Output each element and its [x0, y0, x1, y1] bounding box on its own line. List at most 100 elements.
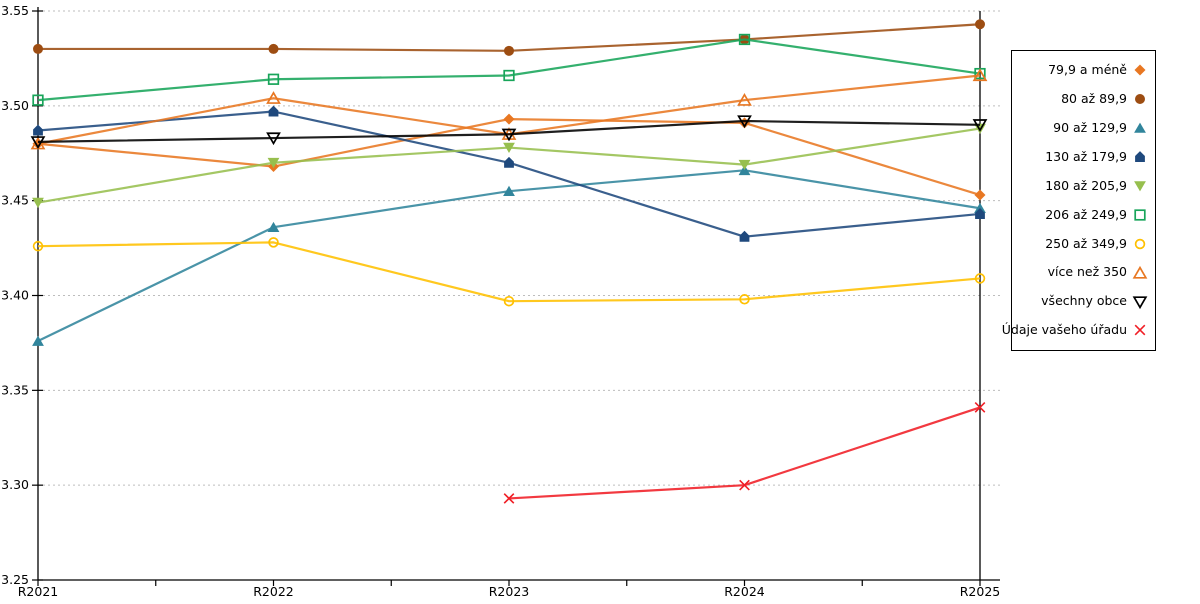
legend-marker-icon: [1132, 294, 1148, 310]
legend-item-label: 180 až 205,9: [1045, 177, 1127, 193]
pentagon-marker-icon: [1135, 151, 1145, 163]
y-tick-label: 3.35: [1, 382, 29, 397]
legend-item: všechny obce: [1012, 294, 1155, 310]
legend-item-label: 80 až 89,9: [1061, 91, 1127, 107]
triangle-down-marker-icon: [1134, 181, 1146, 192]
legend-item-label: 206 až 249,9: [1045, 206, 1127, 222]
legend-item-label: 130 až 179,9: [1045, 148, 1127, 164]
data-point: [737, 115, 752, 129]
data-point: [972, 68, 988, 82]
legend-marker-icon: [1132, 322, 1148, 338]
data-point: [503, 69, 515, 82]
data-point: [738, 33, 751, 46]
data-point: [972, 119, 988, 132]
x-tick-label: R2025: [960, 584, 1001, 599]
data-point: [503, 113, 515, 125]
y-tick-label: 3.40: [1, 288, 29, 303]
data-point: [267, 73, 280, 85]
data-point: [503, 185, 515, 196]
series-10: [503, 402, 986, 504]
triangle-up-marker-icon: [1134, 122, 1146, 134]
legend-item: 250 až 349,9: [1012, 236, 1155, 252]
y-tick-label: 3.30: [1, 477, 29, 492]
data-point: [268, 43, 279, 54]
data-point: [974, 189, 986, 201]
legend-marker-icon: [1132, 91, 1148, 107]
legend-item: 180 až 205,9: [1012, 178, 1155, 194]
y-tick-label: 3.45: [1, 193, 29, 208]
data-point: [266, 132, 281, 146]
legend-item: 79,9 a méně: [1012, 62, 1155, 78]
legend-marker-icon: [1132, 149, 1148, 165]
series-9: [30, 115, 988, 149]
series-7: [32, 237, 986, 307]
y-tick-label: 3.55: [1, 3, 29, 18]
legend-marker-icon: [1132, 178, 1148, 194]
data-point: [739, 230, 750, 242]
data-point: [32, 94, 44, 106]
circle-marker-icon: [1135, 94, 1145, 105]
legend-marker-shape: [1132, 265, 1148, 279]
series-line: [37, 241, 981, 303]
legend-item: Údaje vašeho úřadu: [1002, 322, 1155, 338]
diamond-marker-icon: [1134, 64, 1146, 76]
legend-item-label: Údaje vašeho úřadu: [1001, 322, 1127, 338]
legend-marker-shape: [1134, 122, 1146, 134]
legend-marker-icon: [1132, 236, 1148, 252]
series-line: [37, 119, 981, 143]
data-point: [32, 240, 44, 252]
legend-marker-shape: [1134, 64, 1146, 76]
x-tick-label: R2021: [18, 584, 59, 599]
data-point: [503, 295, 515, 307]
legend-item-label: 90 až 129,9: [1053, 119, 1127, 135]
triangle-down-marker-icon: [1132, 295, 1148, 309]
legend-marker-icon: [1132, 62, 1148, 78]
y-tick-label: 3.25: [1, 572, 29, 587]
legend-marker-shape: [1132, 295, 1148, 309]
data-point: [501, 128, 517, 142]
legend-marker-shape: [1134, 181, 1146, 192]
data-point: [974, 273, 986, 284]
legend-marker-shape: [1134, 238, 1146, 250]
square-marker-icon: [1134, 209, 1146, 221]
series-2: [33, 19, 985, 56]
x-tick-label: R2024: [724, 584, 765, 599]
data-point: [266, 91, 281, 104]
legend-item: 206 až 249,9: [1012, 207, 1155, 223]
data-point: [503, 142, 515, 153]
data-point: [33, 43, 43, 54]
triangle-up-marker-icon: [1132, 265, 1148, 279]
data-point: [268, 105, 279, 117]
legend-marker-icon: [1132, 265, 1148, 281]
x-tick-label: R2023: [489, 584, 530, 599]
data-point: [33, 124, 43, 136]
legend-marker-shape: [1134, 325, 1146, 336]
x-tick-label: R2022: [253, 584, 294, 599]
data-point: [32, 335, 44, 346]
data-point: [503, 493, 515, 504]
data-point: [267, 221, 280, 233]
series-6: [32, 33, 986, 106]
x-marker-icon: [1134, 325, 1146, 336]
data-point: [975, 208, 985, 219]
data-point: [739, 479, 750, 491]
legend-item: 80 až 89,9: [1012, 91, 1155, 107]
legend-marker-icon: [1132, 207, 1148, 223]
data-point: [504, 156, 514, 168]
legend-item-label: 79,9 a méně: [1048, 62, 1127, 78]
legend-item: více než 350: [1012, 265, 1155, 281]
legend-item: 130 až 179,9: [1012, 149, 1155, 165]
data-point: [974, 202, 986, 214]
legend-item-label: všechny obce: [1041, 293, 1127, 309]
series-4: [33, 105, 985, 242]
gridlines: [38, 10, 1000, 486]
data-point: [739, 294, 750, 305]
data-point: [737, 93, 752, 106]
series-8: [30, 68, 988, 150]
data-point: [975, 19, 985, 30]
legend-marker-shape: [1134, 209, 1146, 221]
legend-marker-icon: [1132, 120, 1148, 136]
circle-marker-icon: [1134, 238, 1146, 250]
